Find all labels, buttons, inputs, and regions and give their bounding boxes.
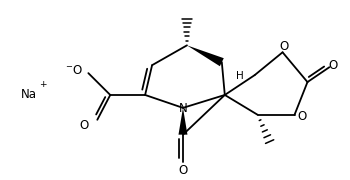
Polygon shape (187, 45, 224, 66)
Polygon shape (178, 108, 188, 135)
Text: O: O (279, 40, 288, 53)
Text: +: + (39, 80, 46, 89)
Text: $^{-}$O: $^{-}$O (65, 64, 83, 77)
Text: H: H (236, 71, 244, 81)
Text: O: O (329, 59, 338, 72)
Text: Na: Na (21, 88, 37, 102)
Text: N: N (178, 102, 187, 115)
Text: O: O (80, 119, 89, 132)
Text: O: O (178, 164, 188, 177)
Text: O: O (298, 110, 307, 123)
